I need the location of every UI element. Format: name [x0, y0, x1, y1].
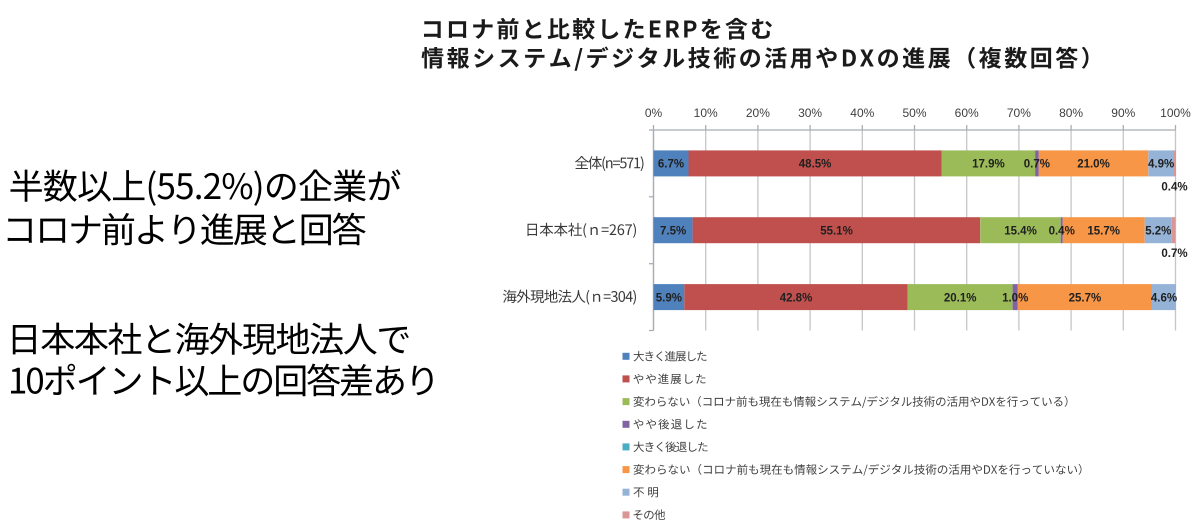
svg-text:4.9%: 4.9%	[1148, 159, 1174, 171]
svg-text:0.4%: 0.4%	[1161, 181, 1187, 193]
svg-text:20%: 20%	[746, 106, 770, 120]
svg-text:90%: 90%	[1111, 106, 1135, 120]
svg-text:0.4%: 0.4%	[1049, 225, 1075, 237]
svg-text:0%: 0%	[645, 106, 663, 120]
svg-text:100%: 100%	[1160, 106, 1191, 120]
svg-text:50%: 50%	[902, 106, 926, 120]
svg-text:42.8%: 42.8%	[780, 292, 813, 304]
svg-text:6.7%: 6.7%	[658, 159, 684, 171]
svg-text:80%: 80%	[1059, 106, 1083, 120]
svg-text:25.7%: 25.7%	[1069, 292, 1102, 304]
svg-text:10%: 10%	[694, 106, 718, 120]
svg-text:48.5%: 48.5%	[799, 159, 832, 171]
svg-text:4.6%: 4.6%	[1151, 292, 1177, 304]
svg-text:5.2%: 5.2%	[1145, 225, 1171, 237]
svg-text:70%: 70%	[1007, 106, 1031, 120]
svg-text:21.0%: 21.0%	[1077, 159, 1110, 171]
svg-text:30%: 30%	[798, 106, 822, 120]
svg-text:55.1%: 55.1%	[820, 225, 853, 237]
svg-text:5.9%: 5.9%	[656, 292, 682, 304]
svg-text:0.7%: 0.7%	[1024, 159, 1050, 171]
svg-text:7.5%: 7.5%	[660, 225, 686, 237]
svg-text:0.7%: 0.7%	[1161, 248, 1187, 260]
svg-text:15.4%: 15.4%	[1004, 225, 1037, 237]
svg-text:20.1%: 20.1%	[944, 292, 977, 304]
svg-text:15.7%: 15.7%	[1087, 225, 1120, 237]
svg-text:40%: 40%	[850, 106, 874, 120]
svg-text:60%: 60%	[955, 106, 979, 120]
svg-text:1.0%: 1.0%	[1002, 292, 1028, 304]
svg-text:17.9%: 17.9%	[972, 159, 1005, 171]
